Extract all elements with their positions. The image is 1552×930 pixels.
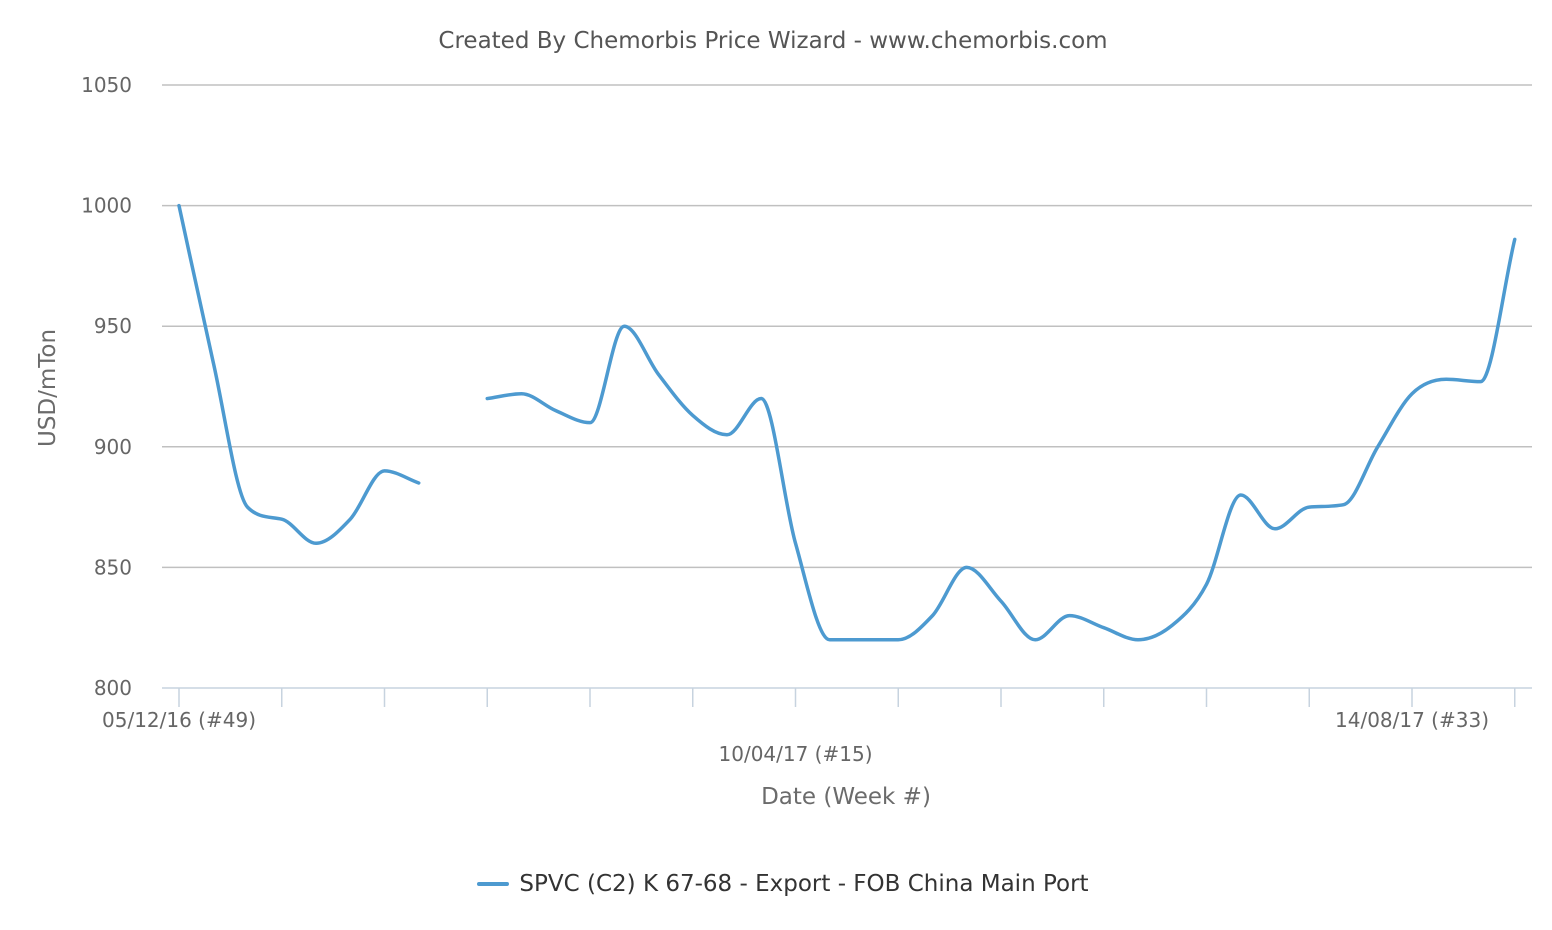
legend-swatch [477,882,510,886]
x-tick-label: 05/12/16 (#49) [102,708,256,732]
grid-lines [162,84,1532,569]
x-tick-label: 10/04/17 (#15) [719,742,873,766]
x-tick-label: 14/08/17 (#33) [1335,708,1489,732]
series-layer [177,203,1517,642]
legend-label: SPVC (C2) K 67-68 - Export - FOB China M… [519,871,1089,897]
series-line [485,237,1517,642]
y-tick-label: 800 [94,676,132,700]
y-tick-label: 1000 [81,194,132,218]
legend[interactable]: SPVC (C2) K 67-68 - Export - FOB China M… [0,871,1552,897]
y-axis-ticks: 800 850 900 950 1000 1050 [81,73,132,700]
x-axis-label: Date (Week #) [761,784,931,810]
y-tick-label: 1050 [81,73,132,97]
y-tick-label: 950 [94,314,132,338]
chart-title: Created By Chemorbis Price Wizard - www.… [438,28,1108,54]
series-line [177,203,421,546]
y-tick-label: 850 [94,555,132,579]
x-axis: 05/12/16 (#49) 10/04/17 (#15) 14/08/17 (#3… [102,687,1532,766]
y-tick-label: 900 [94,435,132,459]
y-axis-label: USD/mTon [35,328,61,448]
